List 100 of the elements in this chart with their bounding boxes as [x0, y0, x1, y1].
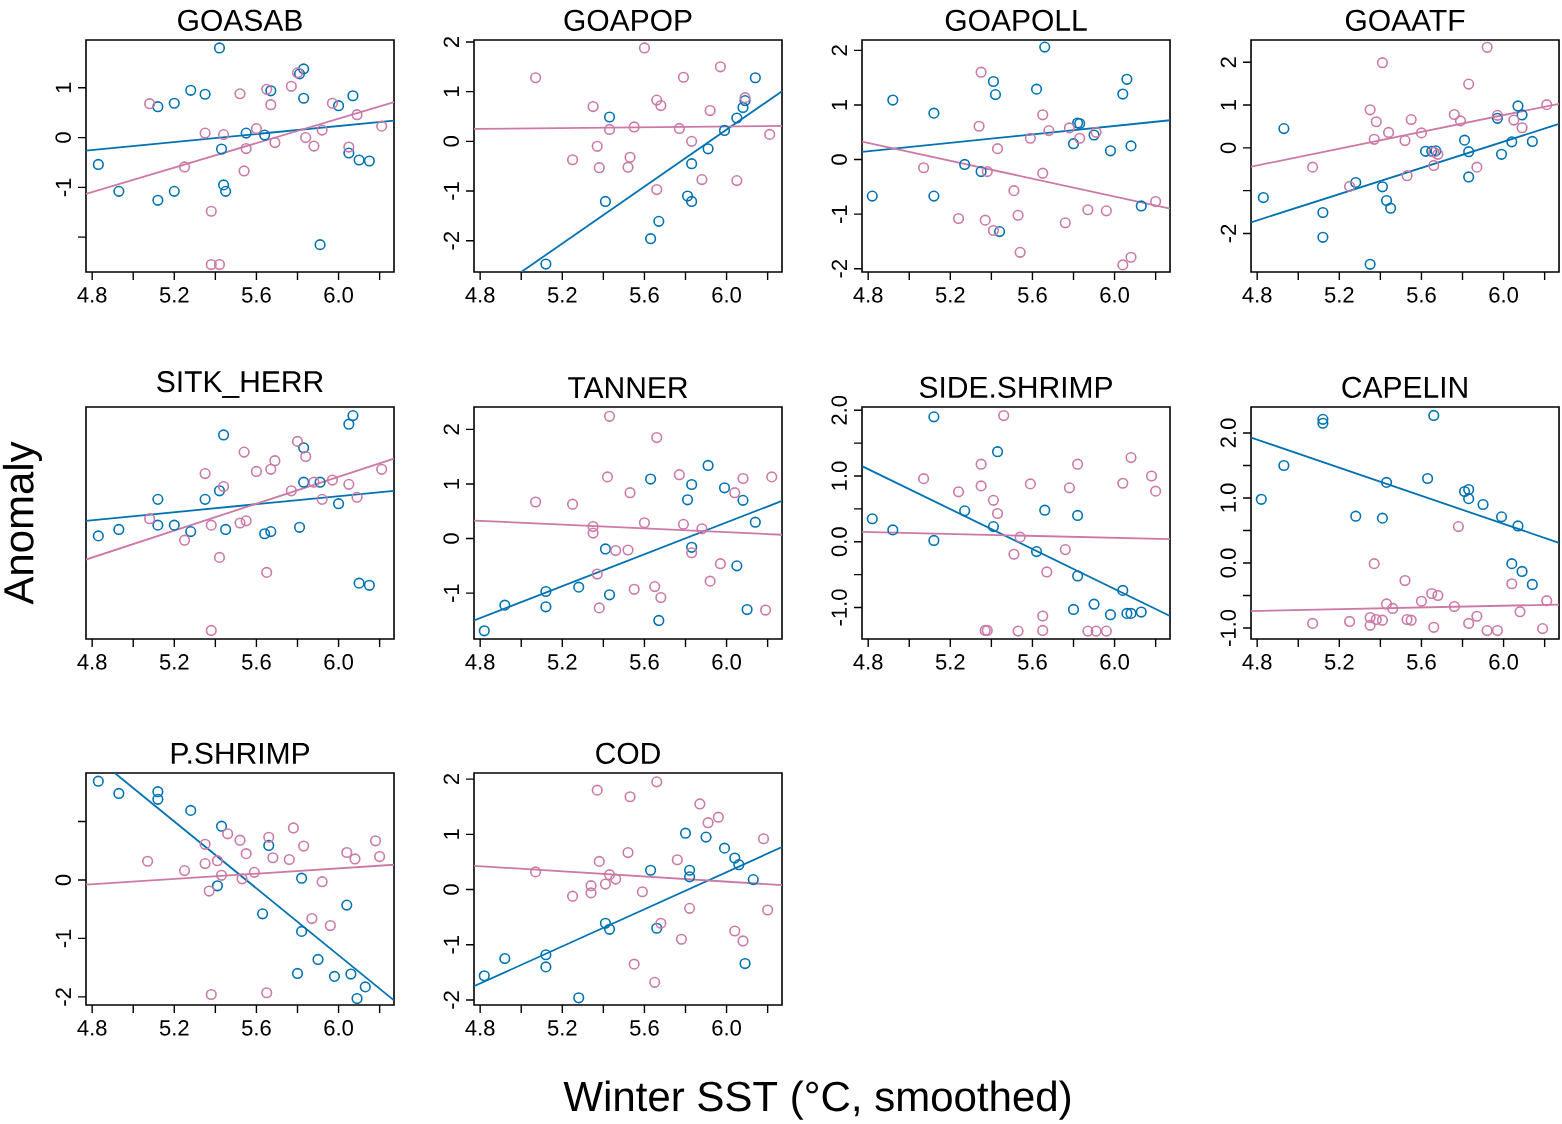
y-tick-label: -1: [443, 182, 459, 200]
point: [989, 88, 1002, 101]
point: [326, 474, 338, 486]
point: [1125, 452, 1137, 464]
point: [704, 104, 716, 117]
point: [975, 66, 987, 78]
x-tick-label: 6.0: [324, 654, 353, 670]
point: [599, 917, 612, 929]
chart-title: TANNER: [568, 377, 688, 398]
point: [374, 850, 386, 863]
point: [887, 94, 899, 106]
point: [653, 215, 665, 227]
point: [1491, 624, 1504, 637]
x-tick-label: 5.2: [159, 287, 189, 303]
y-tick-label: 0: [443, 533, 459, 544]
point: [213, 258, 226, 271]
point: [205, 624, 217, 637]
point: [205, 258, 217, 271]
point: [332, 100, 345, 112]
point: [975, 458, 987, 470]
point: [234, 517, 246, 529]
point: [686, 478, 698, 491]
point: [1399, 574, 1411, 587]
point: [566, 154, 579, 166]
point: [324, 919, 336, 932]
point: [259, 129, 271, 141]
point: [142, 855, 154, 867]
point: [1458, 134, 1471, 146]
point: [731, 112, 743, 124]
point: [610, 544, 622, 557]
point: [298, 840, 310, 852]
point: [1364, 619, 1376, 631]
point: [1401, 170, 1413, 182]
point: [1463, 171, 1475, 183]
chart-title: CAPELIN: [1342, 376, 1467, 398]
point: [1463, 483, 1475, 496]
y-tick-label: -1.0: [1220, 609, 1236, 646]
x-tick-label: 5.6: [242, 287, 271, 303]
point: [1376, 614, 1389, 626]
point: [1024, 132, 1036, 144]
point: [306, 912, 318, 925]
point: [1463, 493, 1475, 505]
point: [1059, 544, 1071, 556]
point: [1014, 246, 1026, 258]
point: [343, 147, 355, 159]
point: [316, 876, 328, 888]
point: [217, 429, 230, 441]
point: [645, 864, 657, 876]
point: [263, 839, 275, 852]
point: [308, 476, 320, 488]
point: [205, 519, 217, 531]
point: [236, 873, 248, 885]
x-tick-label: 5.6: [242, 1020, 271, 1036]
point: [759, 604, 772, 616]
point: [347, 90, 359, 102]
y-tick-label: 0.0: [831, 527, 847, 557]
point: [1039, 41, 1051, 53]
point: [269, 136, 281, 149]
point: [593, 855, 605, 867]
point: [1037, 109, 1049, 121]
x-tick-label: 4.8: [77, 287, 107, 303]
point: [645, 473, 657, 485]
point: [1495, 511, 1508, 523]
point: [764, 128, 776, 140]
point: [645, 233, 657, 245]
point: [603, 410, 616, 422]
point: [1008, 185, 1020, 197]
point: [651, 183, 663, 196]
point: [700, 831, 712, 843]
x-tick-label: 5.6: [630, 1020, 659, 1036]
point: [1448, 108, 1460, 121]
point: [739, 957, 751, 970]
point: [152, 101, 164, 113]
point: [1030, 546, 1043, 558]
point: [628, 958, 640, 970]
point: [729, 925, 741, 937]
point: [694, 798, 706, 810]
point: [1364, 104, 1376, 116]
point: [1471, 161, 1483, 173]
y-tick-label: 2: [443, 424, 459, 435]
point: [566, 498, 579, 510]
point: [540, 585, 552, 598]
point: [316, 493, 328, 505]
point: [1350, 510, 1362, 522]
point: [240, 515, 252, 527]
point: [991, 507, 1004, 520]
point: [603, 111, 616, 123]
point: [959, 158, 971, 171]
x-tick-label: 4.8: [1242, 654, 1272, 670]
point: [351, 491, 363, 503]
x-tick-label: 5.2: [1324, 654, 1354, 670]
point: [1376, 512, 1389, 524]
point: [1512, 100, 1524, 112]
x-tick-label: 6.0: [712, 1020, 741, 1036]
point: [211, 880, 224, 892]
point: [1541, 595, 1553, 607]
point: [993, 226, 1006, 238]
point: [1458, 485, 1471, 498]
point: [1082, 625, 1094, 637]
point: [353, 577, 365, 589]
